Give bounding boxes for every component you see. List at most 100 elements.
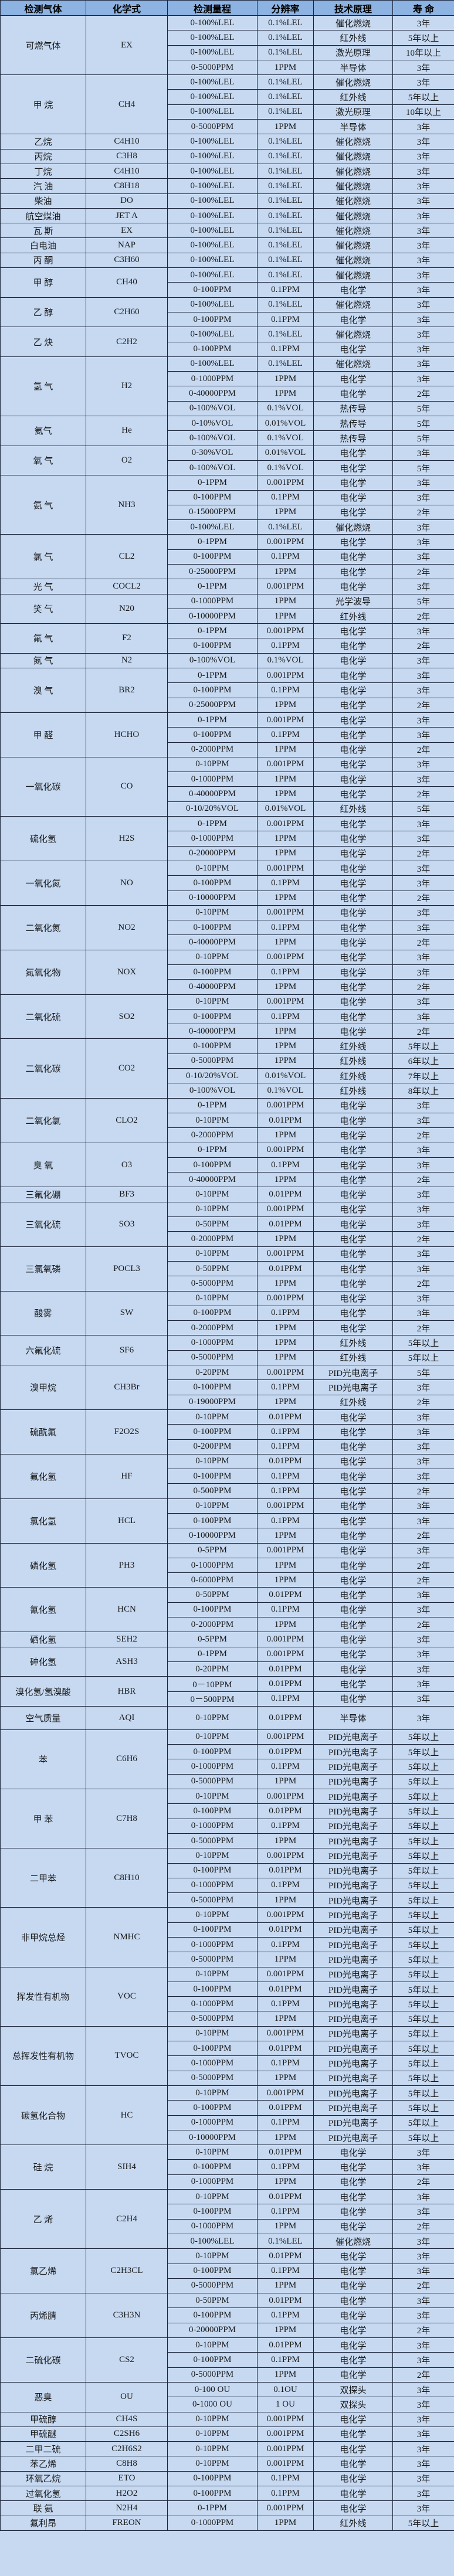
lifespan-cell: 3年 [392, 475, 454, 491]
lifespan-cell: 5年以上 [392, 89, 454, 105]
principle-cell: 催化燃烧 [313, 252, 393, 269]
resolution-cell: 0.01PPM [257, 2145, 314, 2160]
gas-name-cell: 一氧化碳 [0, 756, 86, 817]
formula-cell: SW [86, 1290, 168, 1336]
gas-name-cell: 过氧化氢 [0, 2485, 86, 2502]
table-row: 氟化氢 HF 0-10PPM 0.01PPM 电化学 3年 [0, 1453, 454, 1499]
lifespan-cell: 3年 [392, 2411, 454, 2427]
lifespan-cell: 5年以上 [392, 1996, 454, 2012]
resolution-cell: 1PPM [257, 1350, 314, 1366]
table-row: 0-2000PPM 1PPM 电化学 2年 [1, 742, 454, 757]
lifespan-cell: 2年 [392, 1572, 454, 1588]
resolution-cell: 0.001PPM [257, 1097, 314, 1113]
resolution-cell: 1PPM [257, 608, 314, 624]
principle-cell: 催化燃烧 [313, 237, 393, 253]
range-cell: 0-5000PPM [167, 2367, 258, 2383]
principle-cell: 光学波导 [313, 593, 393, 609]
principle-cell: 电化学 [313, 905, 393, 921]
resolution-cell: 0.01%VOL [257, 1068, 314, 1084]
lifespan-cell: 3年 [392, 2381, 454, 2398]
gas-name-cell: 可燃气体 [0, 15, 86, 76]
table-row: 0-5000PPM 1PPM 半导体 3年 [1, 119, 454, 135]
formula-cell: EX [86, 15, 168, 76]
table-row: 0-1000PPM 1PPM 电化学 2年 [1, 1557, 454, 1574]
principle-cell: PID光电离子 [313, 1966, 393, 1982]
range-cell: 0-1PPM [167, 1646, 258, 1662]
resolution-cell: 0.1PPM [257, 920, 314, 936]
lifespan-cell: 3年 [392, 623, 454, 639]
range-cell: 0-1000PPM [167, 2055, 258, 2071]
lifespan-cell: 3年 [392, 712, 454, 728]
table-row: 0-100PPM 0.01PPM PID光电离子 5年以上 [1, 2041, 454, 2057]
formula-cell: NO2 [86, 905, 168, 950]
lifespan-cell: 3年 [392, 1112, 454, 1129]
principle-cell: 电化学 [313, 742, 393, 757]
table-row: 0-25000PPM 1PPM 电化学 2年 [1, 697, 454, 713]
principle-cell: 电化学 [313, 371, 393, 387]
lifespan-cell: 5年以上 [392, 2515, 454, 2531]
resolution-cell: 1PPM [257, 697, 314, 713]
table-row: 0-19000PPM 1PPM 红外线 2年 [1, 1394, 454, 1410]
table-row: 0-10PPM 0.01PPM 电化学 3年 [1, 1112, 454, 1129]
principle-cell: 电化学 [313, 1127, 393, 1143]
principle-cell: 电化学 [313, 460, 393, 476]
lifespan-cell: 5年以上 [392, 1335, 454, 1351]
table-row: 0-5000PPM 1PPM 半导体 3年 [1, 59, 454, 76]
resolution-cell: 1PPM [257, 371, 314, 387]
principle-cell: 电化学 [313, 2278, 393, 2294]
range-cell: 0-1000PPM [167, 2174, 258, 2190]
range-cell: 0-100%LEL [167, 223, 258, 239]
range-cell: 0-10PPM [167, 2441, 258, 2457]
formula-cell: C2H6S2 [86, 2441, 168, 2457]
gas-name-cell: 硅 烷 [0, 2145, 86, 2190]
formula-cell: CH3Br [86, 1365, 168, 1410]
principle-cell: PID光电离子 [313, 1789, 393, 1804]
principle-cell: 红外线 [313, 1038, 393, 1054]
header-formula: 化学式 [86, 0, 168, 16]
table-row: 乙 烯 C2H4 0-10PPM 0.01PPM 电化学 3年 [0, 2189, 454, 2249]
lifespan-cell: 5年以上 [392, 1922, 454, 1938]
formula-cell: ASH3 [86, 1646, 168, 1677]
formula-cell: N2 [86, 653, 168, 669]
table-row: 0-100%LEL 0.1%LEL 催化燃烧 3年 [1, 519, 454, 535]
resolution-cell: 0.001PPM [257, 1729, 314, 1745]
lifespan-cell: 3年 [392, 2470, 454, 2486]
gas-name-cell: 空气质量 [0, 1705, 86, 1730]
resolution-cell: 0.1PPM [257, 1936, 314, 1953]
table-row: 0-2000PPM 1PPM 电化学 2年 [1, 1127, 454, 1143]
range-cell: 0-10PPM [167, 1705, 258, 1730]
resolution-cell: 0.001PPM [257, 1498, 314, 1514]
table-row: 0-1000PPM 0.1PPM PID光电离子 5年以上 [1, 1759, 454, 1775]
lifespan-cell: 3年 [392, 148, 454, 164]
gas-name-cell: 氟利昂 [0, 2515, 86, 2531]
lifespan-cell: 3年 [392, 756, 454, 773]
gas-name-cell: 一氧化氮 [0, 860, 86, 906]
principle-cell: 电化学 [313, 311, 393, 328]
lifespan-cell: 2年 [392, 786, 454, 802]
range-cell: 0-1000PPM [167, 1996, 258, 2012]
formula-cell: O3 [86, 1142, 168, 1188]
lifespan-cell: 3年 [392, 15, 454, 31]
lifespan-cell: 3年 [392, 2485, 454, 2502]
range-cell: 0-10000PPM [167, 890, 258, 906]
lifespan-cell: 2年 [392, 979, 454, 995]
range-cell: 0-10PPM [167, 1498, 258, 1514]
table-row: 酸雾 SW 0-10PPM 0.001PPM 电化学 3年 [0, 1290, 454, 1336]
principle-cell: 电化学 [313, 1542, 393, 1558]
lifespan-cell: 3年 [392, 2307, 454, 2323]
lifespan-cell: 5年 [392, 400, 454, 417]
range-cell: 0-5000PPM [167, 1952, 258, 1967]
formula-cell: PH3 [86, 1542, 168, 1588]
range-cell: 0-100PPM [167, 2159, 258, 2175]
table-row: 0-100PPM 0.1PPM 电化学 3年 [1, 1157, 454, 1173]
table-row: 臭 氧 O3 0-1PPM 0.001PPM 电化学 3年 [0, 1142, 454, 1188]
formula-cell: F2 [86, 623, 168, 654]
formula-cell: NAP [86, 237, 168, 253]
formula-cell: H2S [86, 816, 168, 861]
principle-cell: 电化学 [313, 2470, 393, 2486]
table-row: 恶臭 OU 0-100 OU 0.1OU 双探头 3年 [0, 2381, 454, 2412]
principle-cell: 电化学 [313, 549, 393, 565]
formula-cell: HCHO [86, 712, 168, 757]
lifespan-cell: 3年 [392, 1705, 454, 1730]
gas-name-cell: 氮氧化物 [0, 949, 86, 995]
